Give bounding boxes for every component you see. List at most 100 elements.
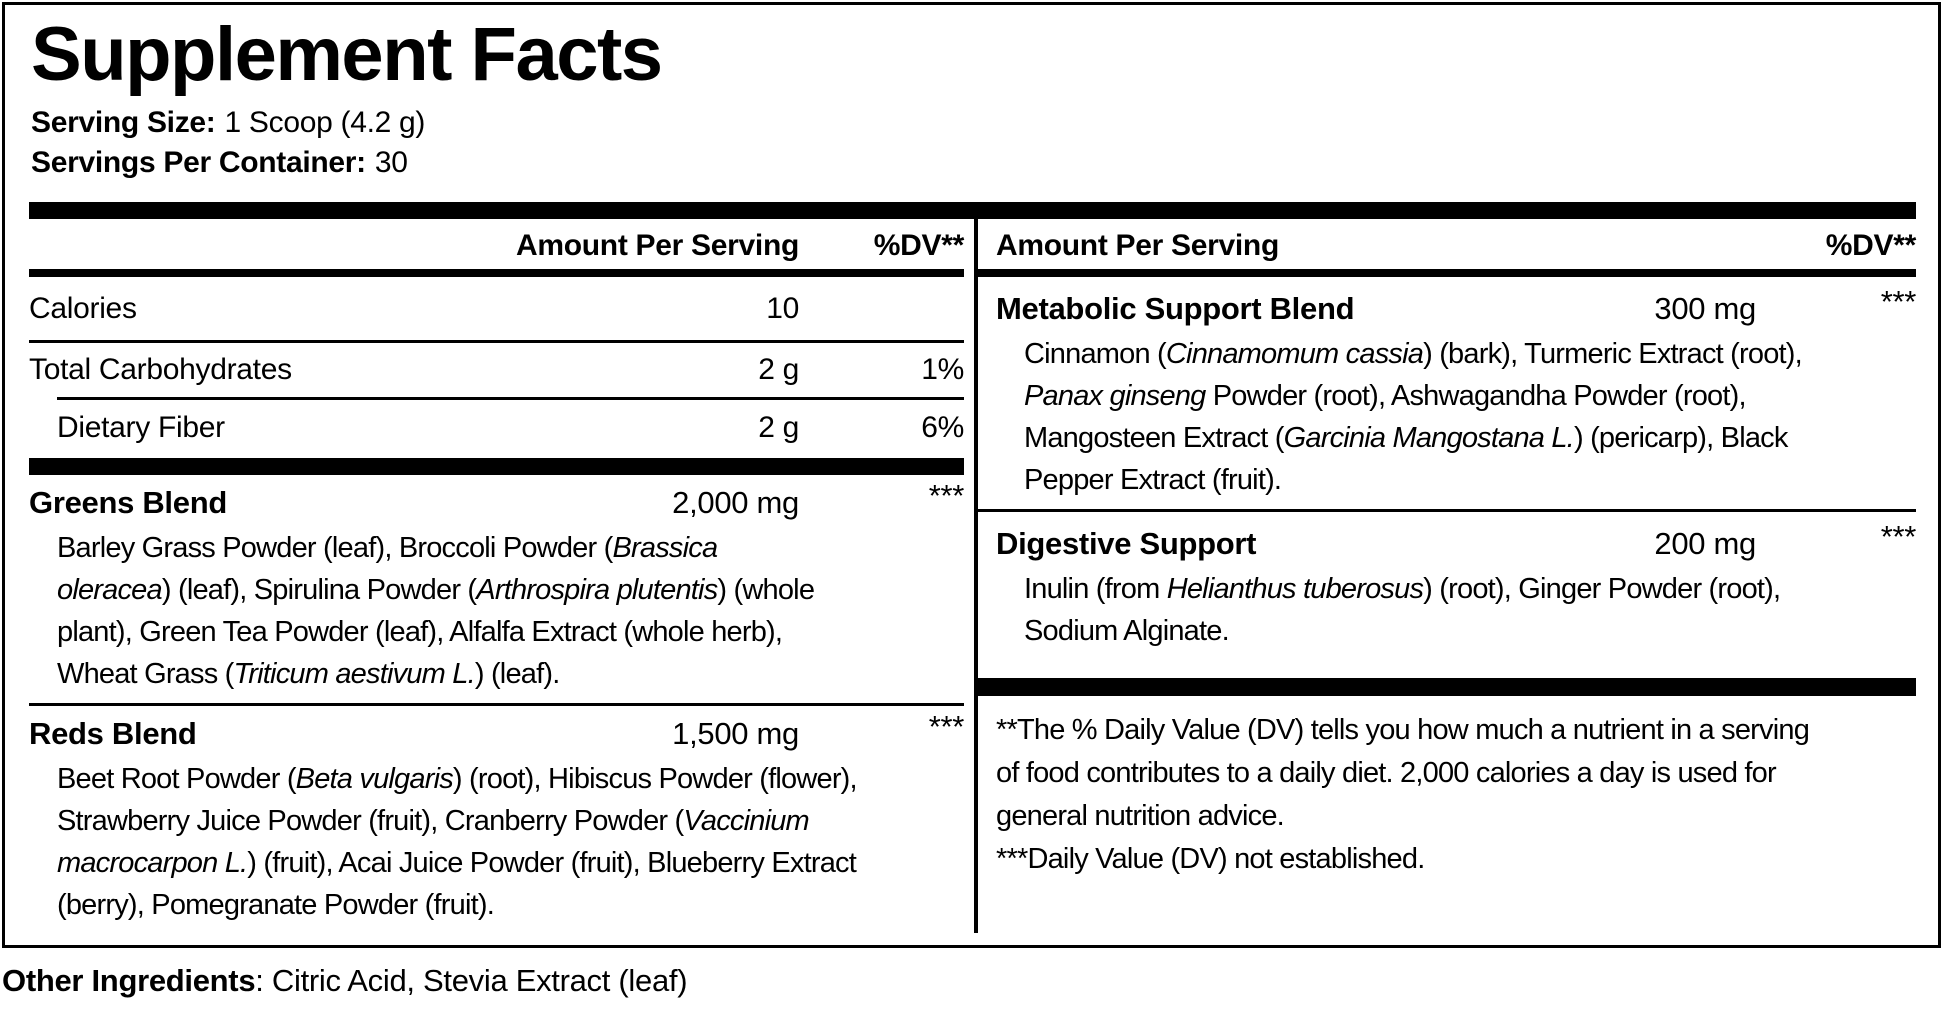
blend-name: Reds Blend	[29, 716, 197, 751]
blend-amount: 2,000 mg	[672, 485, 799, 520]
supplement-facts-box: Supplement Facts Serving Size: 1 Scoop (4…	[2, 2, 1941, 948]
text-segment: Barley Grass Powder (leaf), Broccoli Pow…	[57, 532, 613, 564]
blend-dv-asterisks: ***	[928, 709, 965, 744]
text-line: Cinnamon (Cinnamomum cassia) (bark), Tur…	[1024, 333, 1916, 375]
botanical-name-italic: Brassica	[612, 532, 718, 564]
botanical-name-italic: oleracea	[57, 574, 163, 606]
nutrient-row-dietary-fiber: Dietary Fiber 2 g 6%	[57, 397, 964, 456]
botanical-name-italic: Garcinia Mangostana L.	[1283, 422, 1575, 454]
blend-dv-asterisks: ***	[1880, 519, 1917, 554]
nutrient-name: Calories	[29, 291, 137, 325]
other-ingredients-line: Other Ingredients: Citric Acid, Stevia E…	[2, 963, 688, 999]
text-line: Pepper Extract (fruit).	[1024, 459, 1916, 501]
header-amount-per-serving: Amount Per Serving	[516, 229, 799, 262]
header-percent-dv: %DV**	[873, 229, 965, 262]
text-segment: general nutrition advice.	[996, 800, 1285, 832]
nutrient-row-total-carbohydrates: Total Carbohydrates 2 g 1%	[29, 343, 964, 397]
botanical-name-italic: Vaccinium	[683, 805, 809, 837]
blend-title-row: Greens Blend 2,000 mg ***	[29, 478, 964, 521]
text-line: oleracea) (leaf), Spirulina Powder (Arth…	[57, 569, 964, 611]
serving-size-label: Serving Size:	[31, 106, 216, 139]
label-title: Supplement Facts	[31, 12, 663, 97]
servings-per-container-value: 30	[374, 146, 408, 179]
nutrient-amount: 2 g	[758, 411, 799, 444]
blend-ingredients: Beet Root Powder (Beta vulgaris) (root),…	[57, 758, 964, 926]
nutrient-amount: 10	[766, 291, 799, 325]
blend-ingredients: Inulin (from Helianthus tuberosus) (root…	[1024, 568, 1916, 652]
thick-divider-bar	[29, 458, 964, 475]
left-column: Amount Per Serving %DV** Calories 10 Tot…	[5, 219, 978, 933]
text-segment: Powder (root), Ashwagandha Powder (root)…	[1205, 380, 1747, 412]
text-line: Strawberry Juice Powder (fruit), Cranber…	[57, 800, 964, 842]
daily-value-footnotes: **The % Daily Value (DV) tells you how m…	[996, 709, 1916, 881]
nutrient-row-calories: Calories 10	[29, 277, 964, 343]
text-segment: Cinnamon (	[1024, 338, 1167, 370]
right-column: Amount Per Serving %DV** Metabolic Suppo…	[978, 219, 1938, 933]
other-ingredients-label: Other Ingredients	[2, 963, 256, 998]
blend-amount: 300 mg	[1654, 291, 1756, 326]
text-segment: ) (root), Ginger Powder (root),	[1423, 573, 1781, 605]
servings-per-container-line: Servings Per Container: 30	[31, 143, 1938, 183]
text-line: ***Daily Value (DV) not established.	[996, 838, 1916, 881]
text-segment: Pepper Extract (fruit).	[1024, 464, 1282, 496]
text-line: Mangosteen Extract (Garcinia Mangostana …	[1024, 417, 1916, 459]
header-amount-per-serving: Amount Per Serving	[996, 229, 1279, 262]
botanical-name-italic: Helianthus tuberosus	[1166, 573, 1424, 605]
text-segment: Strawberry Juice Powder (fruit), Cranber…	[57, 805, 684, 837]
text-line: **The % Daily Value (DV) tells you how m…	[996, 709, 1916, 752]
blend-reds: Reds Blend 1,500 mg *** Beet Root Powder…	[29, 709, 964, 926]
blend-title-row: Digestive Support 200 mg ***	[996, 519, 1916, 562]
text-line: plant), Green Tea Powder (leaf), Alfalfa…	[57, 611, 964, 653]
text-line: Panax ginseng Powder (root), Ashwagandha…	[1024, 375, 1916, 417]
text-segment: **The % Daily Value (DV) tells you how m…	[996, 714, 1810, 746]
right-column-header: Amount Per Serving %DV**	[978, 219, 1916, 277]
blend-name: Metabolic Support Blend	[996, 291, 1355, 326]
blend-ingredients: Barley Grass Powder (leaf), Broccoli Pow…	[57, 527, 964, 695]
thick-divider-bar	[978, 678, 1916, 696]
nutrient-dv: 6%	[921, 411, 964, 444]
blend-greens: Greens Blend 2,000 mg *** Barley Grass P…	[29, 478, 964, 695]
text-segment: ) (bark), Turmeric Extract (root),	[1423, 338, 1803, 370]
thin-divider-line	[29, 703, 964, 706]
left-column-header: Amount Per Serving %DV**	[29, 219, 964, 277]
text-line: macrocarpon L.) (fruit), Acai Juice Powd…	[57, 842, 964, 884]
botanical-name-italic: Triticum aestivum L.	[233, 658, 476, 690]
serving-size-value: 1 Scoop (4.2 g)	[224, 106, 426, 139]
blend-title-row: Reds Blend 1,500 mg ***	[29, 709, 964, 752]
nutrient-name: Dietary Fiber	[57, 411, 225, 444]
blend-name: Greens Blend	[29, 485, 227, 520]
serving-size-line: Serving Size: 1 Scoop (4.2 g)	[31, 103, 1938, 143]
text-segment: ) (fruit), Acai Juice Powder (fruit), Bl…	[247, 847, 856, 879]
botanical-name-italic: Panax ginseng	[1024, 380, 1206, 412]
blend-ingredients: Cinnamon (Cinnamomum cassia) (bark), Tur…	[1024, 333, 1916, 501]
text-line: (berry), Pomegranate Powder (fruit).	[57, 884, 964, 926]
blend-amount: 200 mg	[1654, 526, 1756, 561]
text-line: general nutrition advice.	[996, 795, 1916, 838]
text-segment: plant), Green Tea Powder (leaf), Alfalfa…	[57, 616, 783, 648]
text-segment: Beet Root Powder (	[57, 763, 296, 795]
blend-title-row: Metabolic Support Blend 300 mg ***	[996, 284, 1916, 327]
text-segment: Wheat Grass (	[57, 658, 234, 690]
text-line: Sodium Alginate.	[1024, 610, 1916, 652]
text-segment: (berry), Pomegranate Powder (fruit).	[57, 889, 495, 921]
blend-dv-asterisks: ***	[1880, 284, 1917, 319]
blend-dv-asterisks: ***	[928, 478, 965, 513]
botanical-name-italic: macrocarpon L.	[57, 847, 248, 879]
servings-per-container-label: Servings Per Container:	[31, 146, 366, 179]
botanical-name-italic: Cinnamomum cassia	[1165, 338, 1424, 370]
header-percent-dv: %DV**	[1825, 229, 1917, 262]
blend-digestive-support: Digestive Support 200 mg *** Inulin (fro…	[996, 519, 1916, 652]
text-line: Beet Root Powder (Beta vulgaris) (root),…	[57, 758, 964, 800]
top-thick-divider-bar	[29, 202, 1916, 219]
text-segment: ) (root), Hibiscus Powder (flower),	[452, 763, 858, 795]
text-segment: ) (pericarp), Black	[1573, 422, 1788, 454]
botanical-name-italic: Beta vulgaris	[295, 763, 454, 795]
other-ingredients-value: : Citric Acid, Stevia Extract (leaf)	[255, 963, 688, 998]
nutrient-amount: 2 g	[758, 353, 799, 386]
text-segment: ***Daily Value (DV) not established.	[996, 843, 1425, 875]
blend-name: Digestive Support	[996, 526, 1257, 561]
nutrient-dv: 1%	[921, 353, 964, 386]
nutrient-name: Total Carbohydrates	[29, 353, 292, 386]
text-segment: Inulin (from	[1024, 573, 1167, 605]
text-segment: ) (leaf), Spirulina Powder (	[161, 574, 477, 606]
